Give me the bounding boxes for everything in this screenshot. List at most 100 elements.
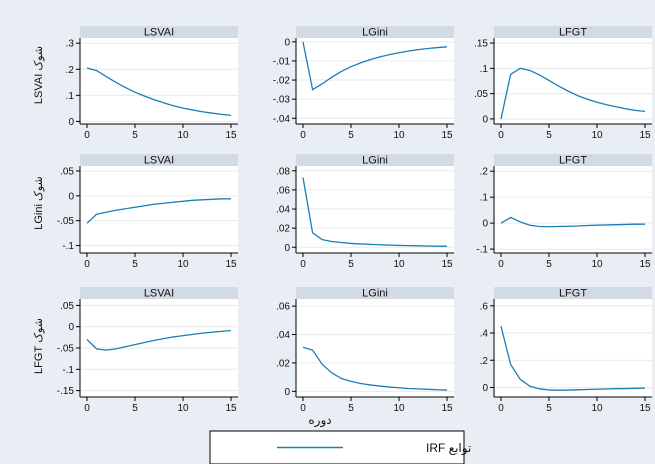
- y-tick-label: .06: [276, 302, 290, 313]
- y-tick-label: .4: [480, 329, 489, 340]
- y-tick-label: .1: [480, 64, 489, 75]
- y-tick-label: 0: [68, 322, 74, 333]
- x-tick-label: 0: [300, 259, 306, 270]
- panel-9: LFGT 0 .2 .4 .6 0 5 10 15: [480, 287, 652, 414]
- row-label-2: شوک LGini: [33, 176, 45, 230]
- x-tick-label: 10: [591, 403, 603, 414]
- panel-title-strip: [494, 154, 652, 166]
- panel-title: LSVAI: [144, 288, 174, 300]
- x-tick-label: 5: [348, 259, 354, 270]
- x-tick-label: 0: [84, 130, 90, 141]
- y-tick-label: .06: [276, 185, 290, 196]
- x-tick-label: 15: [639, 130, 651, 141]
- y-tick-label: .05: [60, 166, 74, 177]
- x-tick-label: 10: [393, 130, 405, 141]
- y-tick-label: 0: [482, 219, 488, 230]
- x-tick-label: 0: [498, 130, 504, 141]
- panel-plot-area: [494, 166, 652, 253]
- panel-title-strip: [494, 287, 652, 299]
- x-tick-label: 5: [546, 130, 552, 141]
- y-tick-label: .02: [276, 358, 290, 369]
- irf-series-line: [302, 41, 448, 91]
- y-tick-label: -.05: [57, 344, 75, 355]
- y-tick-label: .2: [66, 65, 75, 76]
- panel-title: LGini: [362, 288, 388, 300]
- x-tick-label: 0: [300, 403, 306, 414]
- y-tick-label: .1: [66, 91, 75, 102]
- panel-title-strip: [296, 287, 454, 299]
- panel-plot-area: [80, 166, 238, 253]
- irf-series-line: [86, 329, 232, 351]
- x-tick-label: 5: [132, 130, 138, 141]
- x-tick-label: 5: [132, 403, 138, 414]
- x-tick-label: 10: [591, 130, 603, 141]
- y-tick-label: -.1: [62, 241, 74, 252]
- panel-3: LFGT 0 .05 .1 .15 0 5 10 15: [474, 26, 652, 141]
- x-tick-label: 0: [84, 259, 90, 270]
- x-tick-label: 5: [132, 259, 138, 270]
- y-tick-label: -.1: [62, 365, 74, 376]
- x-tick-label: 10: [177, 403, 189, 414]
- x-tick-label: 15: [441, 130, 453, 141]
- y-tick-label: .15: [474, 39, 488, 50]
- irf-series-line: [500, 67, 646, 120]
- y-tick-label: .05: [474, 89, 488, 100]
- x-tick-label: 10: [393, 403, 405, 414]
- x-tick-label: 0: [84, 403, 90, 414]
- panel-title: LGini: [362, 27, 388, 39]
- panel-7: LSVAI .05 0 -.05 -.1 -.15 0 5 10 15: [57, 287, 238, 414]
- irf-series-line: [302, 177, 448, 247]
- y-tick-label: .04: [276, 205, 290, 216]
- row-label-1: شوک LSVAI: [33, 46, 45, 104]
- panel-title-strip: [296, 26, 454, 38]
- y-tick-label: .6: [480, 301, 489, 312]
- y-tick-label: -.01: [273, 56, 291, 67]
- x-tick-label: 15: [441, 403, 453, 414]
- y-tick-label: -.04: [273, 114, 291, 125]
- x-tick-label: 5: [546, 259, 552, 270]
- x-tick-label: 10: [393, 259, 405, 270]
- panel-4: LSVAI .05 0 -.05 -.1 0 5 10 15: [57, 154, 238, 270]
- irf-series-line: [86, 67, 232, 117]
- y-tick-label: 0: [284, 243, 290, 254]
- panel-plot-area: [80, 38, 238, 124]
- y-tick-label: -.02: [273, 76, 291, 87]
- y-tick-label: -.15: [57, 386, 75, 397]
- x-tick-label: 15: [639, 403, 651, 414]
- x-tick-label: 0: [498, 259, 504, 270]
- panel-2: LGini 0 -.01 -.02 -.03 -.04 0 5 10 15: [273, 26, 454, 141]
- irf-series-line: [500, 216, 645, 228]
- x-tick-label: 15: [639, 259, 651, 270]
- x-tick-label: 0: [498, 403, 504, 414]
- y-tick-label: 0: [482, 114, 488, 125]
- legend: توابع IRF: [209, 430, 471, 464]
- x-tick-label: 5: [348, 130, 354, 141]
- panel-title-strip: [296, 154, 454, 166]
- y-tick-label: .1: [480, 193, 489, 204]
- panel-title: LFGT: [559, 155, 587, 167]
- x-tick-label: 10: [177, 259, 189, 270]
- panel-plot-area: [296, 299, 454, 397]
- y-tick-label: .02: [276, 224, 290, 235]
- x-tick-label: 15: [225, 403, 237, 414]
- y-tick-label: 0: [284, 37, 290, 48]
- panel-6: LFGT -.1 0 .1 .2 0 5 10 15: [476, 154, 652, 270]
- panels-container: LSVAI 0 .1 .2 .3 0 5 10 15 LGini 0 -.01 -.02 -.03 -.04…: [57, 26, 652, 414]
- irf-series-line: [500, 326, 646, 391]
- x-tick-label: 15: [441, 259, 453, 270]
- panel-title: LFGT: [559, 27, 587, 39]
- panel-title: LFGT: [559, 288, 587, 300]
- y-tick-label: .08: [276, 166, 290, 177]
- panel-8: LGini 0 .02 .04 .06 0 5 10 15: [276, 287, 454, 414]
- legend-label: توابع IRF: [426, 441, 471, 456]
- panel-title-strip: [80, 287, 238, 299]
- y-tick-label: .2: [480, 167, 489, 178]
- x-tick-label: 15: [225, 130, 237, 141]
- y-tick-label: .2: [480, 356, 489, 367]
- panel-title: LGini: [362, 155, 388, 167]
- x-tick-label: 5: [348, 403, 354, 414]
- y-tick-label: 0: [284, 387, 290, 398]
- y-tick-label: .04: [276, 330, 290, 341]
- y-tick-label: 0: [68, 117, 74, 128]
